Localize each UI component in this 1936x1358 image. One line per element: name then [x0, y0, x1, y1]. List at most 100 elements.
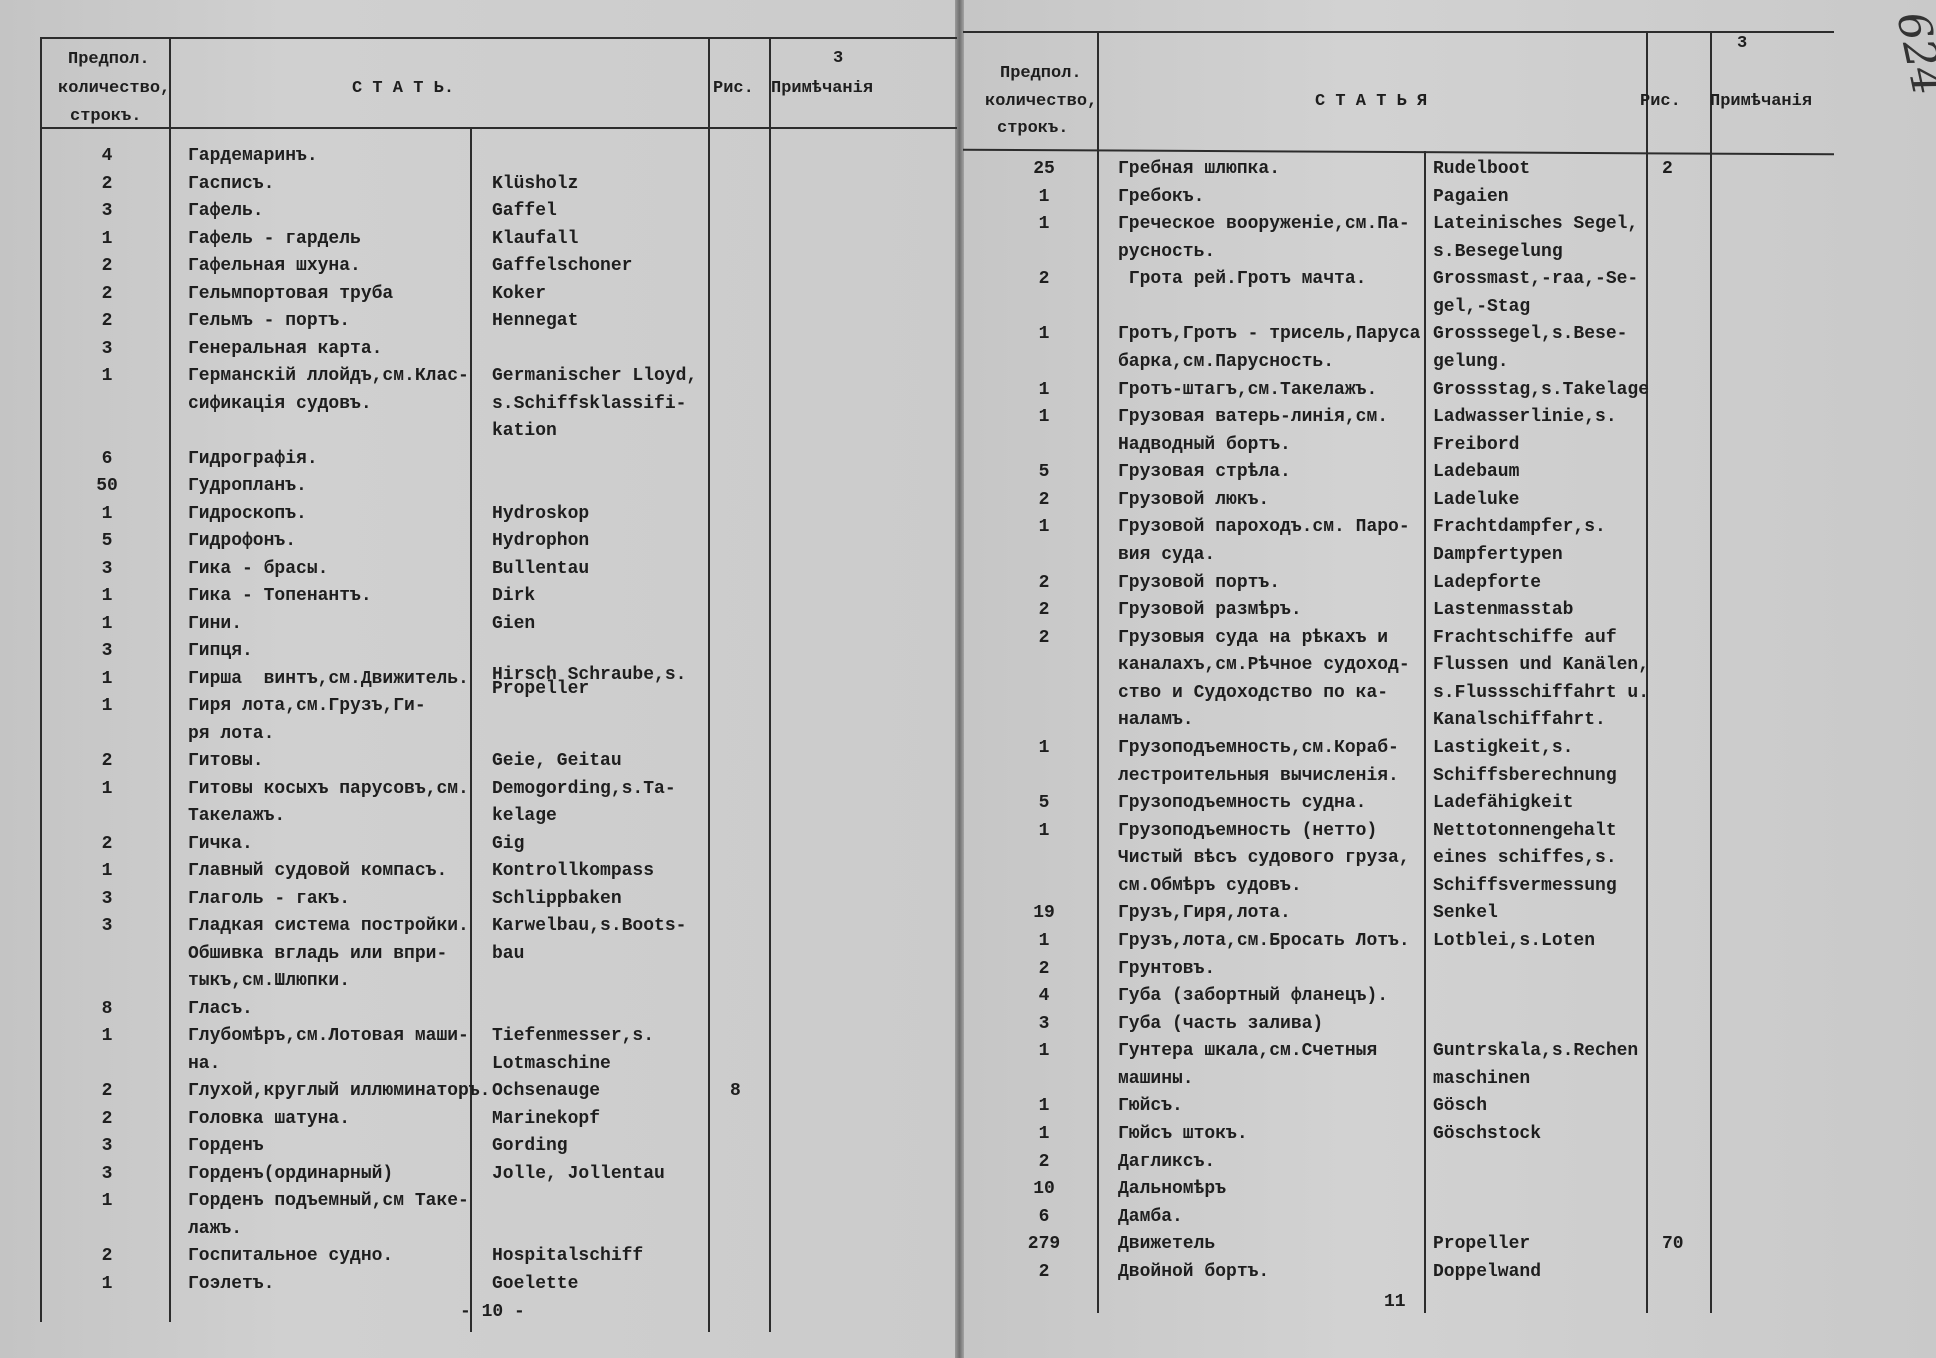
line-count: 3	[101, 916, 113, 936]
russian-term: Гафель.	[188, 201, 264, 221]
russian-term: Грузовыя суда на рѣкахъ и	[1118, 627, 1389, 648]
line-count: 3	[101, 641, 113, 661]
russian-term: см.Обмѣръ судовъ.	[1118, 875, 1302, 896]
german-term: s.Flussschiffahrt u.	[1433, 682, 1650, 703]
left-page	[0, 0, 958, 1358]
line-count: 1	[1038, 186, 1050, 207]
line-count: 1	[1038, 820, 1050, 841]
russian-term: Гудропланъ.	[188, 476, 307, 496]
line-count: 1	[101, 1026, 113, 1046]
russian-term: каналахъ,см.Рѣчное судоход-	[1118, 655, 1410, 676]
german-term: Hospitalschiff	[492, 1246, 644, 1266]
line-count: 25	[1033, 159, 1055, 179]
russian-term: Гельмпортовая труба	[188, 283, 394, 304]
russian-term: Грузовой размѣръ.	[1118, 600, 1302, 621]
line-count: 2	[1038, 269, 1050, 290]
header-fig: Рис.	[1640, 92, 1681, 111]
line-count: 1	[101, 861, 113, 881]
line-count: 1	[101, 366, 113, 386]
right-page	[962, 0, 1936, 1358]
header-article: С Т А Т Ь.	[352, 79, 455, 98]
header-count-line: Предпол.	[1000, 64, 1082, 83]
russian-term: Такелажъ.	[188, 806, 286, 826]
german-term: Lastenmasstab	[1433, 600, 1574, 621]
line-count: 1	[1038, 379, 1050, 400]
russian-term: Грота рей.Гротъ мачта.	[1118, 269, 1367, 290]
line-count: 2	[1038, 600, 1050, 621]
table-rule	[40, 127, 957, 129]
line-count: 50	[96, 476, 118, 496]
russian-term: Глубомѣръ,см.Лотовая маши-	[188, 1026, 469, 1046]
german-term: maschinen	[1433, 1068, 1531, 1089]
german-term: Lotblei,s.Loten	[1433, 930, 1596, 951]
german-term: Frachtschiffe auf	[1433, 627, 1617, 648]
german-term: Bullentau	[492, 558, 590, 579]
russian-term: Обшивка вгладь или впри-	[188, 943, 448, 964]
russian-term: Главный судовой компасъ.	[188, 861, 448, 881]
line-count: 8	[101, 998, 113, 1019]
line-count: 5	[1038, 462, 1050, 483]
russian-term: на.	[188, 1053, 221, 1074]
german-term: s.Besegelung	[1433, 241, 1563, 262]
table-rule	[1097, 31, 1099, 1313]
line-count: 1	[1038, 1123, 1050, 1144]
russian-term: Горденъ подъемный,см Таке-	[188, 1191, 469, 1211]
german-term: Lastigkeit,s.	[1433, 737, 1574, 758]
german-term: Ladefähigkeit	[1433, 793, 1574, 814]
russian-term: Грузъ,лота,см.Бросать Лотъ.	[1118, 930, 1410, 951]
russian-term: Гюйсъ.	[1118, 1096, 1183, 1117]
header-fig: Рис.	[713, 79, 754, 98]
line-count: 1	[1038, 737, 1050, 758]
russian-term: Горденъ(ординарный)	[188, 1163, 394, 1184]
german-term: Grossmast,-raa,-Se-	[1433, 269, 1639, 290]
line-count: 1	[101, 613, 113, 634]
figure-number: 2	[1662, 159, 1673, 179]
russian-term: Гидроскопъ.	[188, 503, 307, 524]
table-rule	[1424, 151, 1426, 1313]
german-term: Kontrollkompass	[492, 861, 655, 881]
header-count-line: строкъ.	[70, 107, 142, 126]
line-count: 5	[101, 531, 113, 551]
russian-term: Грузовой люкъ.	[1118, 489, 1270, 510]
german-term: Göschstock	[1433, 1123, 1542, 1144]
line-count: 3	[101, 558, 113, 579]
russian-term: машины.	[1118, 1068, 1194, 1089]
german-term: kation	[492, 421, 557, 441]
line-count: 6	[1038, 1206, 1050, 1227]
russian-term: Грузоподъемность,см.Кораб-	[1118, 737, 1399, 758]
header-count-line: количество,	[985, 92, 1098, 111]
german-term: Schiffsvermessung	[1433, 875, 1617, 896]
russian-term: Гичка.	[188, 833, 253, 854]
line-count: 1	[101, 503, 113, 524]
line-count: 10	[1033, 1179, 1055, 1200]
russian-term: русность.	[1118, 241, 1216, 262]
line-count: 4	[1038, 986, 1050, 1007]
russian-term: Гласъ.	[188, 998, 253, 1019]
russian-term: тыкъ,см.Шлюпки.	[188, 971, 351, 991]
line-count: 3	[101, 888, 113, 909]
russian-term: Гельмъ - портъ.	[188, 311, 351, 331]
german-term: Marinekopf	[492, 1108, 601, 1129]
german-term: eines schiffes,s.	[1433, 848, 1617, 869]
german-term: Rudelboot	[1433, 159, 1531, 179]
russian-term: Двойной бортъ.	[1118, 1261, 1270, 1282]
line-count: 1	[101, 586, 113, 606]
russian-term: Надводный бортъ.	[1118, 434, 1291, 455]
german-term: bau	[492, 943, 525, 964]
figure-number: 70	[1662, 1234, 1684, 1255]
german-term: Hydroskop	[492, 503, 590, 524]
russian-term: барка,см.Парусность.	[1118, 351, 1335, 372]
header-notes: Примѣчанiя	[771, 79, 874, 98]
line-count: 4	[101, 146, 113, 166]
german-term: Ochsenauge	[492, 1081, 601, 1101]
line-count: 5	[1038, 793, 1050, 814]
russian-term: Генеральная карта.	[188, 338, 383, 359]
line-count: 3	[101, 1163, 113, 1184]
russian-term: Гротъ-штагъ,см.Такелажъ.	[1118, 379, 1378, 400]
russian-term: сификацiя судовъ.	[188, 393, 372, 414]
german-term: Klaufall	[492, 228, 579, 249]
german-term: Goelette	[492, 1273, 579, 1294]
russian-term: Гиря лота,см.Грузъ,Ги-	[188, 696, 426, 716]
german-term: Pagaien	[1433, 186, 1509, 207]
line-count: 1	[101, 1273, 113, 1294]
